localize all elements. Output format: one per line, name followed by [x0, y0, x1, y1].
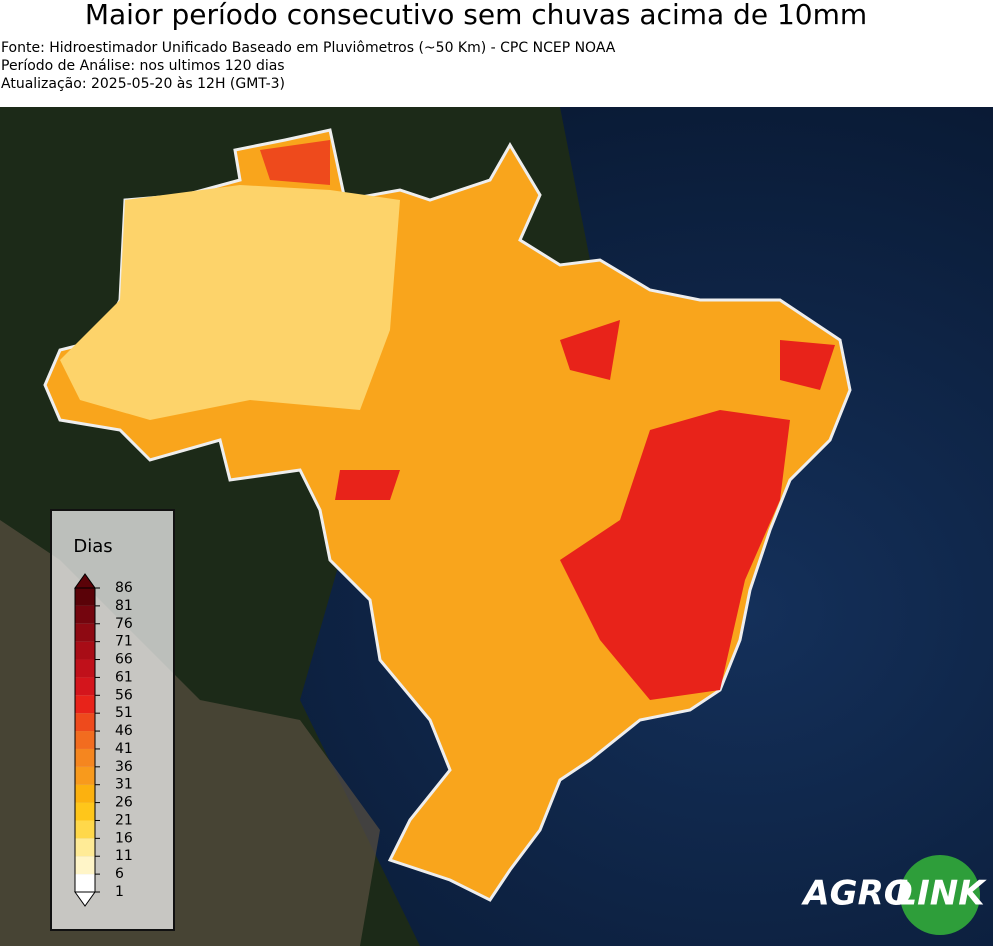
colorbar-band — [75, 623, 95, 642]
colorbar-band — [75, 695, 95, 714]
colorbar-band — [75, 802, 95, 821]
colorbar-band — [75, 588, 95, 606]
colorbar-tick-label: 1 — [115, 884, 124, 900]
colorbar-tick-label: 31 — [115, 777, 133, 793]
colorbar-tick-label: 76 — [115, 616, 133, 632]
colorbar-band — [75, 677, 95, 696]
legend-title: Dias — [73, 536, 112, 557]
colorbar-tick-label: 61 — [115, 669, 133, 685]
colorbar-band — [75, 784, 95, 803]
colorbar-tick-label: 41 — [115, 741, 133, 757]
colorbar-band — [75, 838, 95, 857]
colorbar-band — [75, 856, 95, 875]
update-line: Atualização: 2025-05-20 às 12H (GMT-3) — [1, 76, 285, 92]
source-line: Fonte: Hidroestimador Unificado Baseado … — [1, 40, 616, 56]
colorbar-band — [75, 766, 95, 785]
colorbar-tick-label: 21 — [115, 812, 133, 828]
colorbar-tick-label: 11 — [115, 848, 133, 864]
title: Maior período consecutivo sem chuvas aci… — [85, 0, 867, 31]
colorbar-band — [75, 820, 95, 839]
colorbar-tick-label: 51 — [115, 705, 133, 721]
colorbar-tick-label: 6 — [115, 866, 124, 882]
colorbar-tick-label: 56 — [115, 687, 133, 703]
colorbar-band — [75, 605, 95, 624]
colorbar-band — [75, 713, 95, 732]
colorbar-band — [75, 731, 95, 749]
logo-link: LINK — [895, 874, 987, 914]
colorbar-band — [75, 641, 95, 660]
colorbar-band — [75, 659, 95, 678]
colorbar-tick-label: 26 — [115, 795, 133, 811]
colorbar-tick-label: 86 — [115, 580, 133, 596]
colorbar-tick-label: 71 — [115, 634, 133, 650]
colorbar-tick-label: 46 — [115, 723, 133, 739]
colorbar-band — [75, 874, 95, 892]
colorbar-band — [75, 748, 95, 767]
colorbar-tick-label: 66 — [115, 652, 133, 668]
logo-agro: AGRO — [800, 874, 912, 914]
colorbar-tick-label: 36 — [115, 759, 133, 775]
period-line: Período de Análise: nos ultimos 120 dias — [1, 58, 285, 74]
logo: AGRO LINK — [800, 855, 987, 935]
colorbar-tick-label: 16 — [115, 830, 133, 846]
colorbar-outline — [74, 587, 96, 893]
colorbar-tick-label: 81 — [115, 598, 133, 614]
